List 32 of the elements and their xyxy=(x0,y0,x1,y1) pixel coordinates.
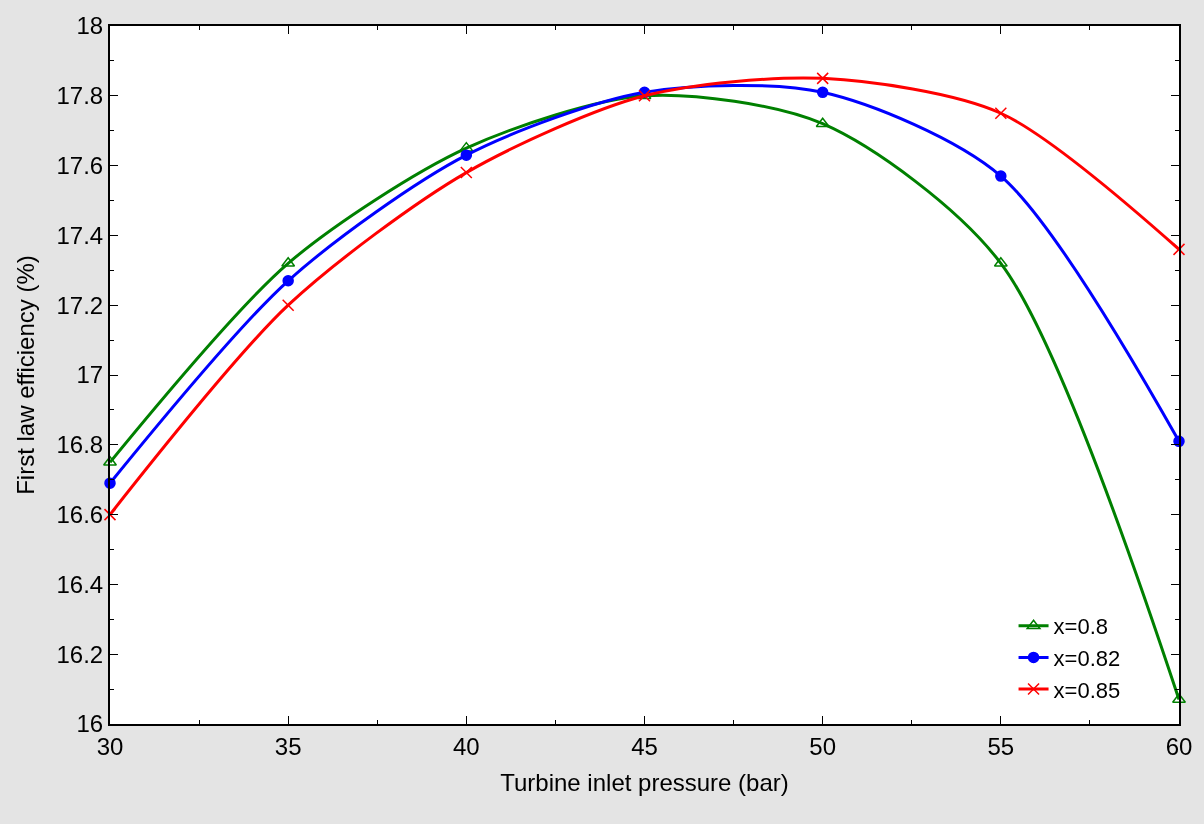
point xyxy=(460,149,473,161)
point xyxy=(282,275,294,287)
point xyxy=(995,170,1007,182)
y-tick-label: 17.8 xyxy=(56,82,104,110)
y-tick-label: 16.2 xyxy=(56,640,104,668)
x-axis-title: Turbine inlet pressure (bar) xyxy=(500,768,789,796)
x-tick-label: 35 xyxy=(274,732,302,760)
legend-label: x=0.85 xyxy=(1053,677,1121,703)
x-tick-label: 55 xyxy=(987,732,1015,760)
legend-label: x=0.82 xyxy=(1053,646,1121,672)
y-tick-label: 17.2 xyxy=(56,291,104,319)
x-tick-label: 50 xyxy=(809,732,837,760)
legend-label: x=0.8 xyxy=(1053,614,1108,640)
point xyxy=(1172,243,1186,256)
point xyxy=(816,86,829,99)
y-tick-label: 16.6 xyxy=(56,501,104,528)
point xyxy=(816,72,829,85)
y-tick-label: 16.8 xyxy=(56,431,104,459)
x-tick-label: 60 xyxy=(1165,732,1193,760)
point xyxy=(459,141,474,152)
point xyxy=(994,107,1008,120)
point xyxy=(815,117,830,128)
y-tick-label: 17.4 xyxy=(56,221,104,249)
y-tick-label: 17 xyxy=(76,361,104,389)
point xyxy=(103,508,117,521)
y-axis-title: First law efficiency (%) xyxy=(12,255,40,495)
y-tick-label: 16.4 xyxy=(56,570,104,598)
point xyxy=(460,166,473,179)
y-tick-label: 18 xyxy=(76,12,104,40)
x-tick-label: 40 xyxy=(452,732,480,760)
x-tick-label: 45 xyxy=(631,732,658,760)
y-tick-label: 17.6 xyxy=(56,152,104,179)
